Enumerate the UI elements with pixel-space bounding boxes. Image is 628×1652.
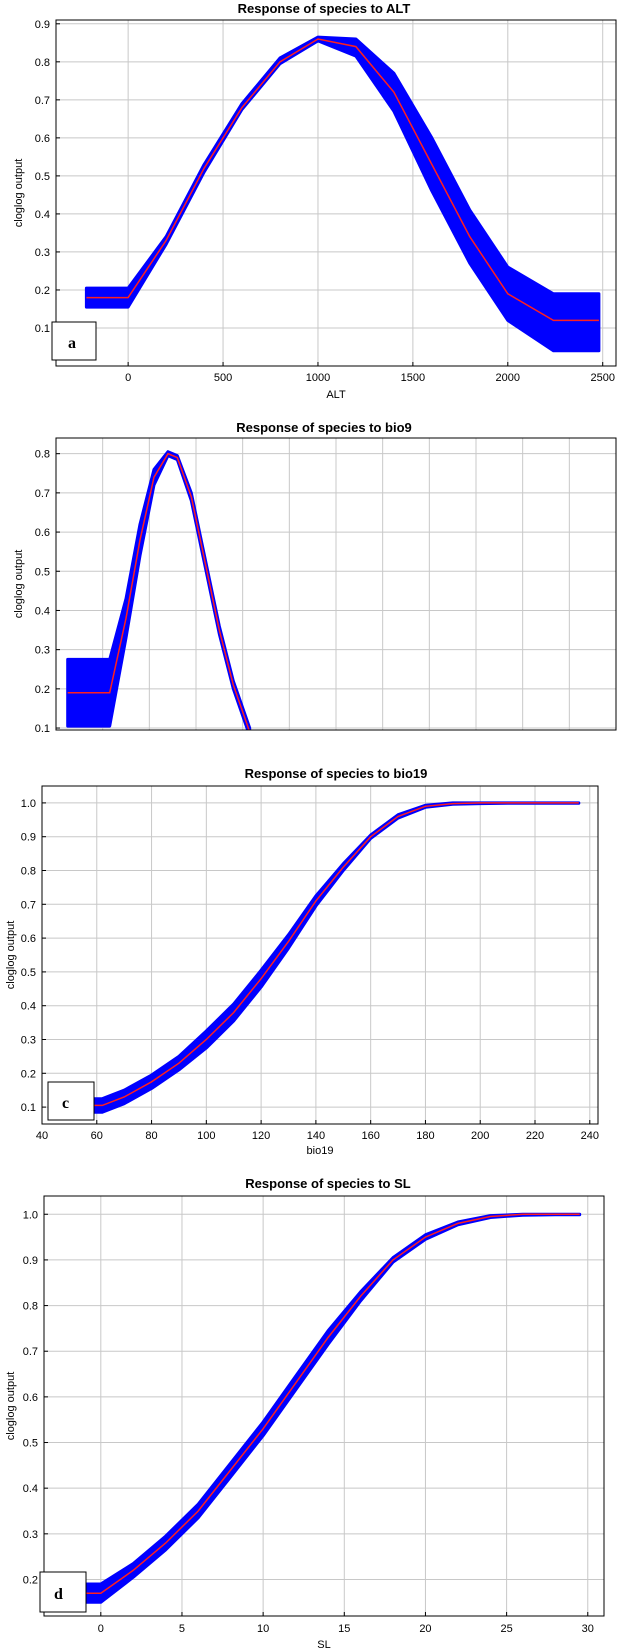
- y-tick-label: 0.6: [21, 933, 36, 945]
- x-tick-label: 140: [307, 1130, 325, 1142]
- confidence-band: [66, 450, 252, 730]
- y-tick-label: 0.4: [35, 605, 50, 617]
- panel-label: a: [68, 335, 76, 352]
- x-tick-label: 1000: [306, 372, 330, 384]
- x-tick-label: 240: [581, 1130, 599, 1142]
- y-tick-label: 0.7: [21, 899, 36, 911]
- x-tick-label: 100: [197, 1130, 215, 1142]
- y-tick-label: 0.7: [35, 95, 50, 107]
- y-tick-label: 0.2: [23, 1574, 38, 1586]
- y-tick-label: 0.3: [35, 247, 50, 259]
- panel-label: d: [54, 1586, 63, 1603]
- y-axis-label: cloglog output: [13, 159, 25, 228]
- panel-label: c: [62, 1095, 69, 1112]
- response-line: [63, 802, 579, 1107]
- y-tick-label: 0.4: [35, 209, 50, 221]
- y-tick-label: 0.9: [35, 19, 50, 31]
- x-tick-label: 0: [125, 372, 131, 384]
- x-tick-label: 2000: [496, 372, 520, 384]
- y-tick-label: 0.1: [35, 723, 50, 735]
- y-axis-label: cloglog output: [5, 1372, 17, 1441]
- x-tick-label: 15: [338, 1623, 350, 1635]
- y-tick-label: 0.2: [35, 285, 50, 297]
- x-tick-label: 40: [36, 1130, 48, 1142]
- chart-title: Response of species to bio19: [245, 766, 428, 781]
- y-tick-label: 0.9: [23, 1255, 38, 1267]
- response-line: [67, 452, 250, 730]
- x-tick-label: 10: [257, 1623, 269, 1635]
- y-tick-label: 0.1: [35, 323, 50, 335]
- panel-label-box: [51, 321, 97, 361]
- y-tick-label: 0.8: [35, 449, 50, 461]
- y-tick-label: 0.8: [35, 57, 50, 69]
- plot-frame: [55, 437, 617, 731]
- x-tick-label: 1500: [401, 372, 425, 384]
- y-tick-label: 0.8: [21, 866, 36, 878]
- x-tick-label: 20: [419, 1623, 431, 1635]
- x-tick-label: 220: [526, 1130, 544, 1142]
- x-tick-label: 200: [471, 1130, 489, 1142]
- y-tick-label: 0.3: [35, 645, 50, 657]
- panel-label-box: [39, 1571, 87, 1613]
- chart-panel-bio9: Response of species to bio9 0.1 0.2 0.3 0.4…: [13, 420, 617, 735]
- y-tick-label: 0.7: [23, 1346, 38, 1358]
- plot-frame: [43, 1195, 605, 1617]
- chart-title: Response of species to bio9: [236, 420, 412, 435]
- plot-area: [42, 786, 598, 1124]
- x-axis-label: bio19: [307, 1145, 334, 1157]
- y-tick-label: 0.7: [35, 488, 50, 500]
- x-tick-label: 0: [98, 1623, 104, 1635]
- y-tick-label: 0.6: [35, 527, 50, 539]
- y-tick-label: 0.9: [21, 832, 36, 844]
- x-tick-label: 60: [91, 1130, 103, 1142]
- y-tick-label: 1.0: [23, 1209, 38, 1221]
- x-axis-label: ALT: [326, 389, 346, 401]
- response-line: [86, 38, 599, 322]
- y-tick-label: 0.5: [35, 566, 50, 578]
- chart-title: Response of species to SL: [245, 1176, 410, 1191]
- y-tick-label: 0.2: [21, 1068, 36, 1080]
- y-axis-label: cloglog output: [5, 921, 17, 990]
- y-tick-label: 0.4: [21, 1001, 36, 1013]
- y-tick-label: 0.5: [23, 1438, 38, 1450]
- y-tick-label: 0.5: [35, 171, 50, 183]
- plot-frame: [41, 785, 599, 1125]
- y-tick-label: 0.4: [23, 1483, 38, 1495]
- chart-panel-alt: Response of species to ALT 0 500 1000 1500 2…: [13, 1, 617, 401]
- panel-label-box: [47, 1081, 95, 1121]
- y-tick-label: 0.2: [35, 684, 50, 696]
- y-tick-label: 0.6: [23, 1392, 38, 1404]
- y-tick-label: 0.8: [23, 1301, 38, 1313]
- chart-panel-bio19: Response of species to bio19 40 60 80 100 12…: [5, 766, 599, 1157]
- y-tick-label: 0.3: [21, 1035, 36, 1047]
- x-tick-label: 25: [500, 1623, 512, 1635]
- plot-area: [44, 1196, 604, 1616]
- y-tick-label: 0.6: [35, 133, 50, 145]
- y-tick-label: 0.1: [21, 1102, 36, 1114]
- x-tick-label: 180: [416, 1130, 434, 1142]
- x-tick-label: 80: [145, 1130, 157, 1142]
- chart-panel-sl: Response of species to SL 0 5 10 15 20 25 30 0…: [5, 1176, 605, 1651]
- y-tick-label: 0.3: [23, 1529, 38, 1541]
- plot-frame: [55, 19, 617, 367]
- x-tick-label: 2500: [590, 372, 614, 384]
- x-tick-label: 30: [582, 1623, 594, 1635]
- response-line: [68, 1213, 580, 1594]
- confidence-band: [84, 35, 601, 353]
- x-axis-label: SL: [317, 1639, 330, 1651]
- y-axis-label: cloglog output: [13, 550, 25, 619]
- chart-title: Response of species to ALT: [238, 1, 411, 16]
- x-tick-label: 5: [179, 1623, 185, 1635]
- x-tick-label: 500: [214, 372, 232, 384]
- y-tick-label: 1.0: [21, 798, 36, 810]
- x-tick-label: 160: [361, 1130, 379, 1142]
- y-tick-label: 0.5: [21, 967, 36, 979]
- x-tick-label: 120: [252, 1130, 270, 1142]
